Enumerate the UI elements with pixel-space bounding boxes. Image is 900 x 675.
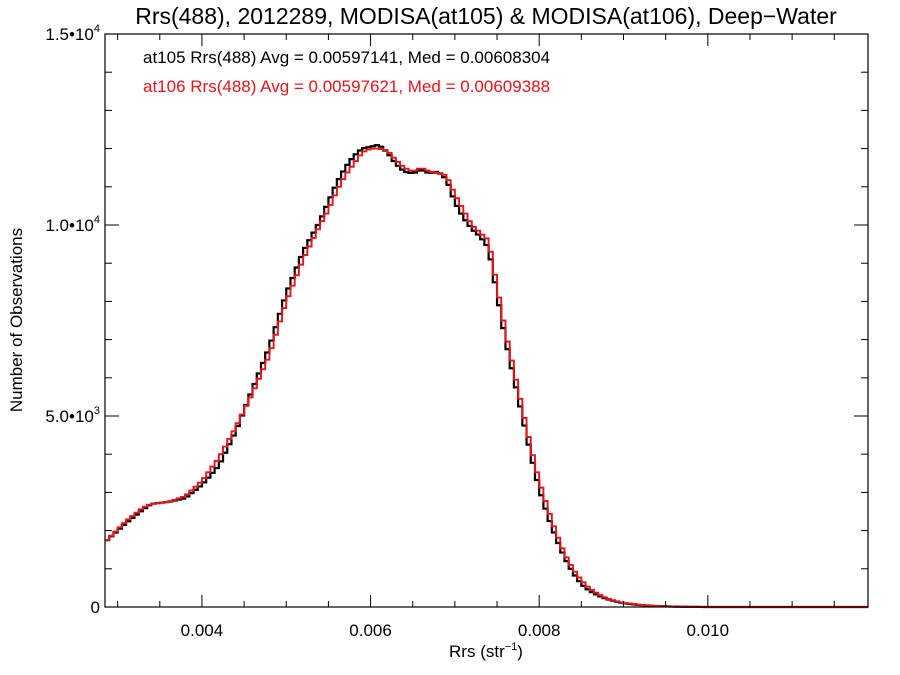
y-tick-label: 1.0•104 — [45, 214, 100, 235]
chart-title: Rrs(488), 2012289, MODISA(at105) & MODIS… — [135, 3, 837, 29]
x-axis-label: Rrs (str−1) — [449, 641, 523, 661]
series-layer — [105, 144, 868, 609]
series-line-at106 — [105, 147, 868, 608]
x-tick-label: 0.004 — [181, 621, 224, 640]
y-tick-label: 0 — [91, 598, 100, 617]
y-tick-label: 1.5•104 — [45, 23, 100, 44]
y-tick-label: 5.0•103 — [45, 405, 100, 426]
ticks-layer: 0.004 0.006 0.008 0.010 0 5.0•103 1.0•104 1.5•1… — [45, 23, 868, 640]
x-axis-label-sup: −1 — [505, 641, 518, 653]
x-tick-label: 0.006 — [349, 621, 392, 640]
legend-entry-at105: at105 Rrs(488) Avg = 0.00597141, Med = 0… — [143, 48, 550, 67]
series-line-at105 — [105, 144, 868, 609]
x-axis-label-text: Rrs (str — [449, 642, 505, 661]
y-axis-label: Number of Observations — [7, 228, 26, 412]
x-tick-label: 0.008 — [518, 621, 561, 640]
x-axis-label-close: ) — [517, 642, 523, 661]
plot-frame — [104, 33, 869, 608]
x-tick-label: 0.010 — [687, 621, 730, 640]
legend-entry-at106: at106 Rrs(488) Avg = 0.00597621, Med = 0… — [143, 77, 550, 96]
